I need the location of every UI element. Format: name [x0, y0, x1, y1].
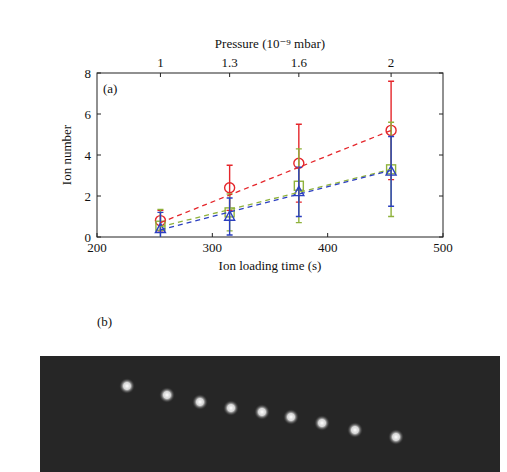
ion: [159, 387, 175, 403]
fit-line: [160, 170, 391, 229]
y-tick-right: [439, 114, 443, 115]
x2-axis-title: Pressure (10⁻⁹ mbar): [215, 36, 325, 51]
panel-label: (b): [97, 314, 112, 329]
y-tick: [97, 155, 101, 156]
x-tick-label: 500: [433, 240, 453, 255]
x2-tick: [160, 73, 161, 77]
x-tick: [97, 233, 98, 237]
y-tick: [97, 237, 101, 238]
ion-image: [40, 356, 500, 472]
y-tick: [97, 73, 101, 74]
y-tick-label: 0: [85, 230, 92, 245]
panel-label: (a): [103, 81, 117, 96]
ion: [119, 378, 135, 394]
y-tick-right: [439, 73, 443, 74]
plot-frame: [97, 73, 443, 237]
x2-tick-label: 2: [388, 55, 395, 70]
fit-line: [160, 169, 391, 226]
x2-tick-label: 1: [157, 55, 164, 70]
point: [225, 183, 235, 193]
x2-tick: [229, 73, 230, 77]
x2-tick: [391, 73, 392, 77]
x-tick: [212, 233, 213, 237]
y-tick-right: [439, 196, 443, 197]
ion: [347, 422, 363, 438]
x-tick: [327, 233, 328, 237]
x2-tick: [298, 73, 299, 77]
x2-tick-label: 1.3: [222, 55, 238, 70]
ion: [192, 394, 208, 410]
y-tick: [97, 114, 101, 115]
point: [155, 223, 165, 232]
ion: [314, 415, 330, 431]
ion: [388, 429, 404, 445]
marks: [155, 81, 396, 237]
ion: [223, 400, 239, 416]
y-tick-right: [439, 237, 443, 238]
ion: [283, 409, 299, 425]
ion: [254, 404, 270, 420]
fit-line: [160, 130, 391, 222]
error-bar: [227, 198, 233, 235]
y-tick-right: [439, 155, 443, 156]
x2-tick-label: 1.6: [291, 55, 308, 70]
x-axis-title: Ion loading time (s): [219, 258, 322, 273]
figure: 2003004005000246811.31.62Ion loading tim…: [0, 0, 507, 472]
y-tick-label: 4: [85, 148, 92, 163]
y-tick-label: 8: [85, 66, 92, 81]
y-tick-label: 2: [85, 189, 92, 204]
y-axis-title: Ion number: [59, 124, 74, 185]
x-tick-label: 300: [203, 240, 223, 255]
y-tick: [97, 196, 101, 197]
x-tick: [443, 233, 444, 237]
x-tick-label: 400: [318, 240, 338, 255]
y-tick-label: 6: [85, 107, 92, 122]
